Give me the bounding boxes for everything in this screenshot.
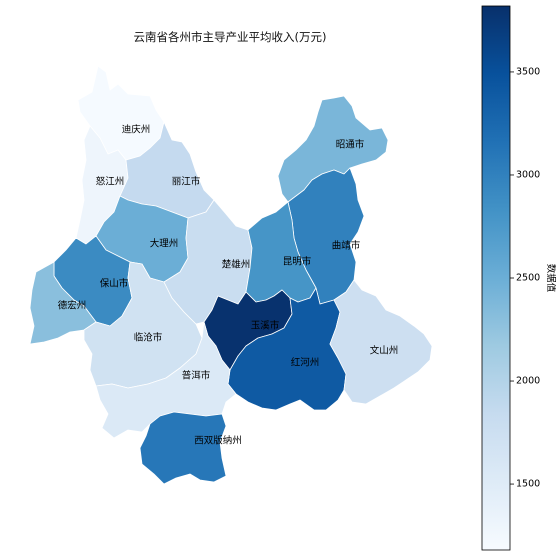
colorbar-tick-label: 3000 [516, 169, 540, 180]
region-label-puer: 普洱市 [182, 370, 211, 382]
region-label-chuxiong: 楚雄州 [222, 259, 251, 271]
colorbar-ticks: 1500 2000 2500 3000 3500 [510, 66, 540, 490]
region-label-yuxi: 玉溪市 [251, 320, 280, 332]
region-xishuangbanna[interactable] [139, 411, 227, 485]
region-label-qujing: 曲靖市 [332, 240, 361, 252]
map-title: 云南省各州市主导产业平均收入(万元) [134, 30, 327, 44]
colorbar-tick-label: 2500 [516, 273, 540, 284]
colorbar-tick-label: 1500 [516, 479, 540, 490]
region-label-zhaotong: 昭通市 [336, 139, 365, 151]
region-label-wenshan: 文山州 [370, 345, 399, 357]
region-label-layer: 迪庆州 怒江州 丽江市 昭通市 大理州 楚雄州 昆明市 曲靖市 保山市 德宏州 … [58, 124, 399, 447]
region-label-honghe: 红河州 [291, 357, 320, 369]
colorbar-tick-label: 2000 [516, 376, 540, 387]
colorbar-label: 数据值 [545, 264, 556, 293]
region-label-baoshan: 保山市 [100, 278, 129, 290]
region-layer [29, 65, 433, 485]
region-label-dali: 大理州 [150, 238, 179, 250]
region-label-lincang: 临沧市 [134, 332, 163, 344]
region-wenshan[interactable] [329, 279, 433, 405]
region-label-kunming: 昆明市 [283, 256, 312, 268]
colorbar-tick-label: 3500 [516, 66, 540, 77]
colorbar-bar [481, 5, 511, 551]
region-label-dehong: 德宏州 [58, 300, 87, 312]
region-label-diqing: 迪庆州 [122, 124, 151, 136]
region-dehong[interactable] [29, 261, 97, 345]
region-label-xishuangbanna: 西双版纳州 [194, 435, 242, 447]
region-label-lijiang: 丽江市 [172, 176, 201, 188]
colorbar: 1500 2000 2500 3000 3500 数据值 [481, 5, 556, 551]
region-label-nujiang: 怒江州 [96, 176, 125, 188]
region-puer[interactable] [95, 321, 237, 439]
